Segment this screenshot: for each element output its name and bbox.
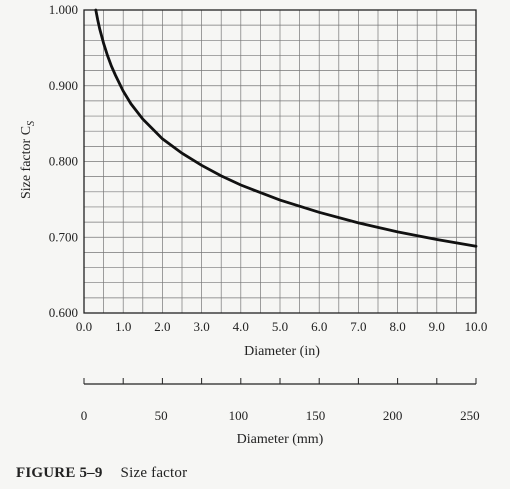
x-tick-label: 5.0 — [272, 319, 288, 334]
figure-caption: FIGURE 5–9 Size factor — [16, 465, 187, 482]
grid — [83, 9, 477, 314]
y-tick-label: 0.900 — [49, 78, 78, 93]
figure-caption-text: Size factor — [120, 465, 188, 481]
x-tick-label: 4.0 — [233, 319, 249, 334]
y-axis-label: Size factor CS — [19, 121, 37, 199]
x-tick-label: 9.0 — [429, 319, 445, 334]
x-tick-label: 0.0 — [76, 319, 92, 334]
x-tick-label: 2.0 — [154, 319, 170, 334]
plot-frame — [83, 9, 477, 314]
y-tick-labels: 0.600 0.700 0.800 0.900 1.000 — [49, 2, 78, 320]
y-tick-label: 0.600 — [49, 305, 78, 320]
mm-tick-label: 100 — [229, 408, 249, 423]
mm-tick-label: 250 — [460, 408, 480, 423]
mm-tick-label: 150 — [306, 408, 326, 423]
x-tick-label: 7.0 — [350, 319, 366, 334]
size-factor-chart: 0.600 0.700 0.800 0.900 1.000 0.0 1.0 2.0 3.0 4.… — [19, 2, 488, 447]
y-tick-label: 0.800 — [49, 154, 78, 169]
mm-tick-label: 0 — [81, 408, 88, 423]
x-tick-label: 8.0 — [389, 319, 405, 334]
mm-tick-label: 200 — [383, 408, 403, 423]
y-tick-label: 0.700 — [49, 229, 78, 244]
mm-tick-labels: 0 50 100 150 200 250 — [81, 408, 480, 423]
x-tick-label: 3.0 — [193, 319, 209, 334]
x-axis-label-mm: Diameter (mm) — [237, 432, 324, 447]
figure-number: FIGURE 5–9 — [16, 465, 103, 481]
x-tick-label: 10.0 — [465, 319, 488, 334]
mm-tick-label: 50 — [155, 408, 168, 423]
x-tick-label: 1.0 — [115, 319, 131, 334]
x-tick-labels: 0.0 1.0 2.0 3.0 4.0 5.0 6.0 7.0 8.0 9.0 10.0 — [76, 319, 488, 334]
y-tick-label: 1.000 — [49, 2, 78, 17]
size-factor-curve — [94, 8, 478, 248]
mm-axis-ticks — [83, 378, 477, 384]
x-tick-label: 6.0 — [311, 319, 327, 334]
x-axis-label-inches: Diameter (in) — [244, 344, 320, 359]
